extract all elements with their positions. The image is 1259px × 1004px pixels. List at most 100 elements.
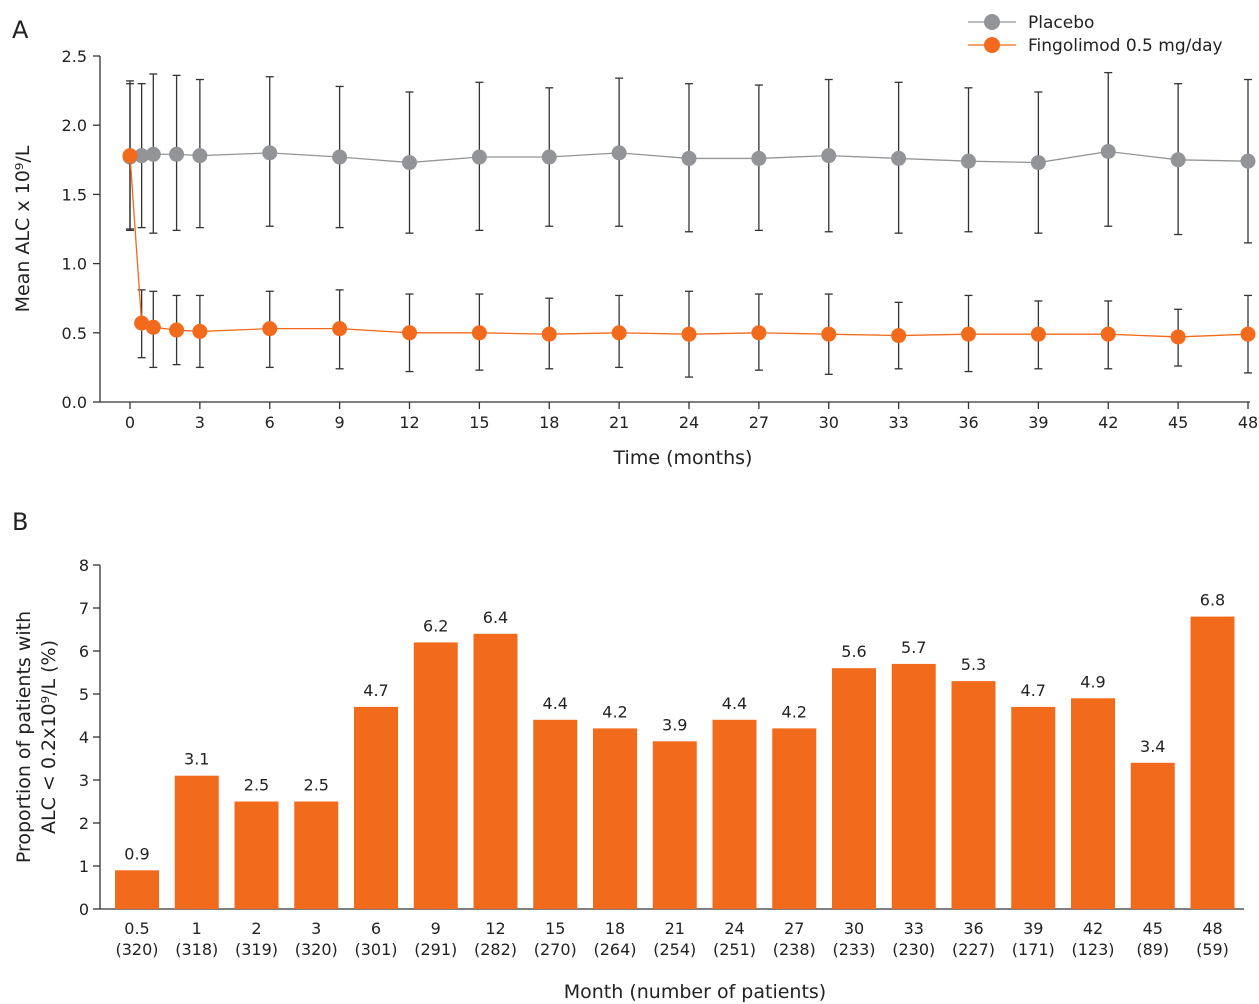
panel-a-x-tick-label: 24 bbox=[679, 413, 699, 432]
data-point-fingolimod bbox=[541, 326, 557, 342]
data-point-placebo bbox=[541, 149, 557, 165]
data-point-fingolimod bbox=[961, 326, 976, 342]
bar-category-label: 45 bbox=[1143, 919, 1163, 938]
data-point-placebo bbox=[1100, 143, 1116, 159]
data-point-placebo bbox=[751, 150, 767, 166]
data-point-fingolimod bbox=[751, 325, 767, 341]
bar-category-label: 6 bbox=[371, 919, 381, 938]
data-point-placebo bbox=[134, 148, 150, 164]
panel-b-y-ticks: 0 1 2 3 4 5 6 7 8 bbox=[79, 556, 100, 919]
legend-label-placebo: Placebo bbox=[1028, 13, 1094, 33]
bar bbox=[354, 706, 398, 909]
panel-a-y-tick-label: 2.0 bbox=[62, 116, 87, 135]
bar-patient-count-label: (264) bbox=[593, 940, 636, 959]
bar-value-label: 4.7 bbox=[363, 681, 388, 700]
panel-a-x-tick-label: 9 bbox=[335, 413, 345, 432]
panel-b-y-tick-label: 2 bbox=[79, 814, 89, 833]
bar-category-label: 36 bbox=[963, 919, 983, 938]
bar bbox=[1011, 706, 1056, 909]
panel-a-x-tick-label: 30 bbox=[819, 413, 839, 432]
bar-patient-count-label: (171) bbox=[1012, 940, 1055, 959]
panel-a-y-tick-label: 0.5 bbox=[62, 324, 87, 343]
data-point-fingolimod bbox=[1240, 326, 1256, 342]
bar-patient-count-label: (270) bbox=[534, 940, 577, 959]
data-point-placebo bbox=[169, 146, 185, 162]
bar-patient-count-label: (319) bbox=[235, 940, 278, 959]
data-point-placebo bbox=[1170, 152, 1186, 168]
bar-category-label: 0.5 bbox=[124, 919, 149, 938]
bar bbox=[174, 775, 219, 909]
panel-a-label: A bbox=[12, 16, 29, 44]
panel-a-x-tick-label: 15 bbox=[469, 413, 489, 432]
bar-patient-count-label: (230) bbox=[892, 940, 935, 959]
bar bbox=[473, 633, 518, 909]
data-point-fingolimod bbox=[821, 326, 837, 342]
bar-category-label: 1 bbox=[192, 919, 202, 938]
data-point-fingolimod bbox=[1100, 326, 1116, 342]
panel-a-y-ticks: 0.0 0.5 1.0 1.5 2.0 2.5 bbox=[62, 47, 100, 412]
panel-a-x-tick-label: 12 bbox=[399, 413, 419, 432]
bar-value-label: 5.7 bbox=[901, 638, 926, 657]
bar-value-label: 0.9 bbox=[124, 844, 149, 863]
bar bbox=[294, 801, 339, 909]
panel-a-x-tick-label: 0 bbox=[125, 413, 135, 432]
bar-value-label: 4.9 bbox=[1080, 672, 1105, 691]
data-point-fingolimod bbox=[402, 325, 417, 341]
legend-label-fingolimod: Fingolimod 0.5 mg/day bbox=[1028, 36, 1223, 56]
data-point-fingolimod bbox=[891, 328, 907, 344]
bar-value-label: 4.2 bbox=[602, 702, 627, 721]
panel-b-y-tick-label: 6 bbox=[79, 642, 89, 661]
panel-a-y-tick-label: 0.0 bbox=[62, 393, 87, 412]
data-point-fingolimod bbox=[134, 315, 150, 331]
bar-patient-count-label: (59) bbox=[1196, 940, 1229, 959]
panel-b-y-title: Proportion of patients with ALC < 0.2x10… bbox=[13, 611, 60, 863]
panel-b-y-tick-label: 4 bbox=[79, 728, 89, 747]
data-point-fingolimod bbox=[611, 325, 627, 341]
data-point-fingolimod bbox=[1170, 329, 1186, 345]
bar-patient-count-label: (233) bbox=[832, 940, 875, 959]
bar-category-label: 27 bbox=[784, 919, 804, 938]
panel-a-x-tick-label: 3 bbox=[195, 413, 205, 432]
data-point-placebo bbox=[332, 149, 348, 165]
panel-a-x-tick-label: 36 bbox=[958, 413, 978, 432]
bar bbox=[413, 642, 458, 909]
data-point-placebo bbox=[192, 148, 208, 164]
data-point-fingolimod bbox=[192, 323, 208, 339]
bar-patient-count-label: (123) bbox=[1071, 940, 1114, 959]
bar-value-label: 2.5 bbox=[244, 776, 269, 795]
bar-patient-count-label: (89) bbox=[1136, 940, 1169, 959]
bar-patient-count-label: (318) bbox=[175, 940, 218, 959]
panel-a-series bbox=[122, 71, 1256, 378]
bar-value-label: 2.5 bbox=[304, 776, 329, 795]
bar-category-label: 21 bbox=[665, 919, 685, 938]
bar-patient-count-label: (282) bbox=[474, 940, 517, 959]
panel-b-bars: 0.9 3.1 2.5 2.5 4.7 6.2 6.4 4.4 4.2 3.9 4.4 4.2 5.6 5… bbox=[115, 591, 1235, 909]
panel-a-x-title: Time (months) bbox=[613, 447, 753, 469]
panel-a-x-tick-label: 42 bbox=[1098, 413, 1118, 432]
bar-value-label: 6.4 bbox=[483, 608, 508, 627]
bar bbox=[1071, 698, 1115, 909]
panel-b-y-tick-label: 8 bbox=[79, 556, 89, 575]
data-point-placebo bbox=[821, 148, 837, 164]
data-point-placebo bbox=[1030, 155, 1046, 171]
panel-a-x-tick-label: 21 bbox=[609, 413, 629, 432]
data-point-placebo bbox=[145, 146, 161, 162]
bar-category-label: 42 bbox=[1083, 919, 1103, 938]
bar-category-label: 2 bbox=[251, 919, 261, 938]
series-placebo bbox=[122, 71, 1256, 244]
data-point-placebo bbox=[961, 153, 976, 169]
bar bbox=[1130, 762, 1175, 909]
bar bbox=[772, 728, 817, 909]
bar-category-label: 30 bbox=[844, 919, 864, 938]
data-point-placebo bbox=[1240, 153, 1256, 169]
panel-b-y-title-line2: ALC < 0.2x10⁹/L (%) bbox=[38, 640, 60, 834]
data-point-fingolimod bbox=[681, 326, 697, 342]
bar-value-label: 4.7 bbox=[1021, 681, 1046, 700]
panel-a-x-tick-label: 45 bbox=[1168, 413, 1188, 432]
bar bbox=[652, 741, 697, 909]
data-point-fingolimod bbox=[1030, 326, 1046, 342]
bar-value-label: 3.9 bbox=[662, 715, 687, 734]
bar bbox=[832, 668, 876, 909]
data-point-placebo bbox=[402, 155, 417, 171]
bar-category-label: 9 bbox=[431, 919, 441, 938]
